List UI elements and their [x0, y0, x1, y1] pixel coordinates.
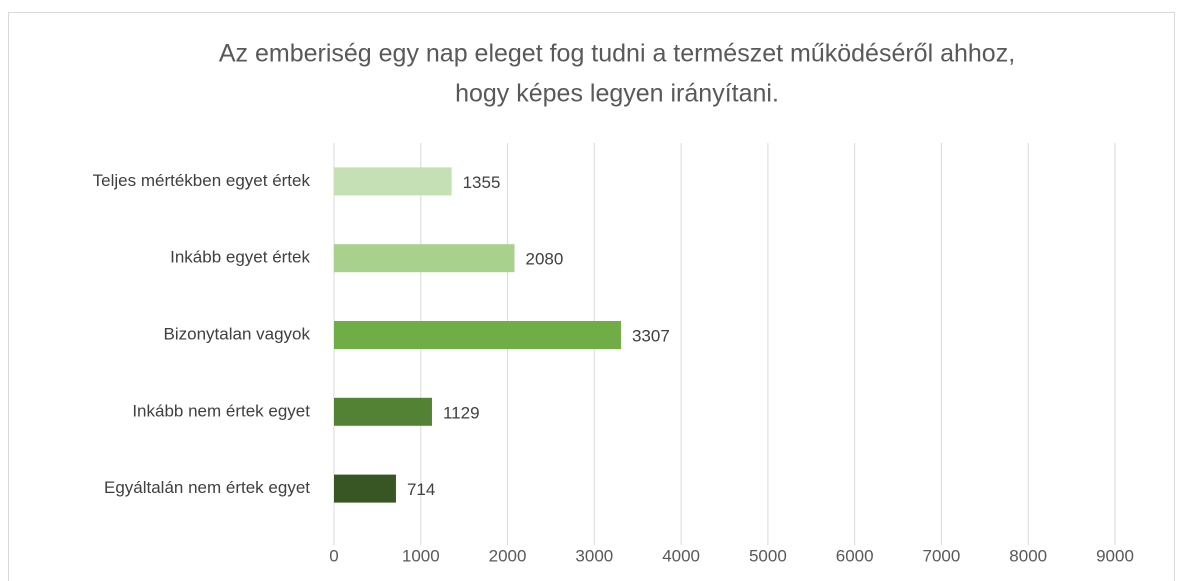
- y-tick-label: Bizonytalan vagyok: [164, 324, 311, 343]
- x-tick-label: 8000: [1009, 546, 1047, 565]
- value-label: 714: [407, 480, 435, 499]
- bar: [334, 244, 515, 273]
- x-tick-label: 5000: [749, 546, 787, 565]
- y-tick-label: Egyáltalán nem értek egyet: [104, 478, 310, 497]
- x-tick-label: 3000: [575, 546, 613, 565]
- value-label: 2080: [525, 250, 563, 269]
- chart-title: hogy képes legyen irányítani.: [455, 80, 779, 108]
- x-tick-label: 6000: [836, 546, 874, 565]
- chart-frame: [8, 12, 1175, 581]
- value-label: 1129: [443, 403, 480, 422]
- x-tick-label: 9000: [1096, 546, 1134, 565]
- bar: [334, 474, 396, 503]
- bar: [334, 397, 432, 426]
- x-tick-label: 7000: [923, 546, 961, 565]
- y-tick-label: Teljes mértékben egyet értek: [93, 171, 311, 190]
- bar: [334, 321, 621, 349]
- x-tick-label: 1000: [402, 546, 440, 565]
- value-label: 3307: [632, 326, 670, 345]
- chart-title: Az emberiség egy nap eleget fog tudni a …: [219, 40, 1015, 68]
- y-tick-label: Inkább nem értek egyet: [132, 401, 310, 420]
- x-tick-label: 0: [329, 546, 338, 565]
- y-tick-label: Inkább egyet értek: [170, 248, 310, 267]
- x-tick-label: 4000: [662, 546, 700, 565]
- value-label: 1355: [463, 173, 501, 192]
- bar: [334, 167, 452, 196]
- x-tick-label: 2000: [489, 546, 527, 565]
